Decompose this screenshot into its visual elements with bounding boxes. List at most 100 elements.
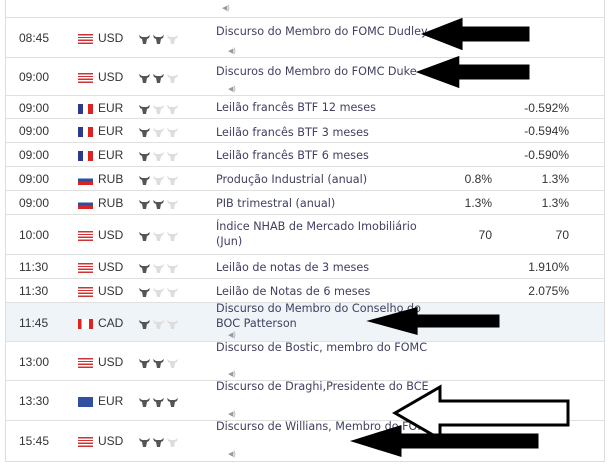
forecast-value: 1.3% xyxy=(541,172,569,186)
event-name[interactable]: Discurso do Membro do Conselho do BOC Pa… xyxy=(216,302,421,330)
bull-icon xyxy=(153,317,164,335)
bull-icon xyxy=(153,149,164,167)
currency: USD xyxy=(98,434,124,448)
currency: USD xyxy=(98,354,124,369)
flag-us-icon xyxy=(78,263,93,273)
bull-icon xyxy=(139,395,150,413)
event-time: 08:45 xyxy=(19,31,50,45)
importance-rating xyxy=(139,125,178,143)
importance-rating xyxy=(139,317,178,335)
table-row[interactable]: 13:00 USD Discurso de Bostic, membro do FO… xyxy=(6,341,604,381)
event-time: 09:00 xyxy=(19,124,50,138)
speaker-icon[interactable]: ◀) xyxy=(228,371,236,378)
flag-fr-icon xyxy=(78,127,93,137)
bull-icon xyxy=(167,197,178,215)
forecast-value: -0.594% xyxy=(524,124,569,138)
speaker-icon: ◀) xyxy=(222,5,230,12)
importance-rating xyxy=(139,102,178,120)
importance-rating xyxy=(139,71,178,89)
table-row[interactable]: 15:45 USD Discurso de Willians, Membro do … xyxy=(6,420,604,461)
bull-icon xyxy=(139,356,150,374)
bull-icon xyxy=(139,102,150,120)
forecast-value: 1.910% xyxy=(528,260,569,274)
speaker-icon[interactable]: ◀) xyxy=(228,86,236,93)
actual-value: 1.3% xyxy=(464,196,492,210)
bull-icon xyxy=(139,317,150,335)
event-name[interactable]: Discurso de Draghi,Presidente do BCE xyxy=(216,380,429,393)
forecast-value: 1.3% xyxy=(541,196,569,210)
importance-rating xyxy=(139,32,178,50)
currency: CAD xyxy=(98,315,124,330)
bull-icon xyxy=(167,356,178,374)
event-time: 15:45 xyxy=(19,434,50,448)
speaker-icon[interactable]: ◀) xyxy=(228,48,236,55)
table-row[interactable]: 11:30 USD Leilão de Notas de 6 meses 2.075% xyxy=(6,278,604,303)
bull-icon xyxy=(139,435,150,453)
bull-icon xyxy=(139,71,150,89)
bull-icon xyxy=(167,125,178,143)
event-name[interactable]: Discurso do Membro do FOMC Dudley xyxy=(216,25,428,38)
speaker-icon[interactable]: ◀) xyxy=(228,332,236,339)
event-time: 11:30 xyxy=(19,260,49,274)
table-row[interactable]: 09:00 RUB Produção Industrial (anual) 0.8% 1… xyxy=(6,166,604,191)
table-row[interactable]: 09:00 USD Discuros do Membro do FOMC Duke ◀… xyxy=(6,57,604,96)
flag-ca-icon xyxy=(78,318,93,329)
table-row[interactable]: 09:00 EUR Leilão francês BTF 12 meses -0.59… xyxy=(6,95,604,119)
speaker-icon[interactable]: ◀) xyxy=(228,451,236,458)
table-row[interactable]: 10:00 USD Índice NHAB de Mercado Imobiliár… xyxy=(6,214,604,255)
table-row[interactable]: 08:45 USD Discurso do Membro do FOMC Dudle… xyxy=(6,17,604,58)
actual-value: 70 xyxy=(478,228,492,242)
table-row[interactable]: 09:00 EUR Leilão francês BTF 3 meses -0.594… xyxy=(6,118,604,143)
bull-icon xyxy=(167,173,178,191)
bull-icon xyxy=(153,356,164,374)
forecast-value: -0.590% xyxy=(524,148,569,162)
event-time: 10:00 xyxy=(19,228,50,242)
flag-us-icon xyxy=(78,357,93,368)
currency: EUR xyxy=(98,124,124,138)
table-row[interactable]: 11:45 CAD Discurso do Membro do Conselho d… xyxy=(6,302,604,342)
event-name[interactable]: Leilão francês BTF 3 meses xyxy=(216,126,369,139)
bull-icon xyxy=(139,197,150,215)
currency: USD xyxy=(98,284,124,298)
bull-icon xyxy=(139,125,150,143)
bull-icon xyxy=(167,285,178,303)
event-name[interactable]: Leilão francês BTF 12 meses xyxy=(216,101,376,114)
table-row[interactable]: 09:00 EUR Leilão francês BTF 6 meses -0.590… xyxy=(6,142,604,167)
bull-icon xyxy=(139,149,150,167)
event-name[interactable]: PIB trimestral (anual) xyxy=(216,197,336,210)
event-name[interactable]: Discurso de Willians, Membro do FOMC xyxy=(216,420,435,433)
event-name[interactable]: Discurso de Bostic, membro do FOMC xyxy=(216,341,428,354)
economic-calendar-table: ◀) 08:45 USD Discurso do Membro do FOMC Du… xyxy=(5,0,605,462)
importance-rating xyxy=(139,356,178,374)
speaker-icon[interactable]: ◀) xyxy=(228,411,236,418)
event-name[interactable]: Leilão de notas de 3 meses xyxy=(216,261,370,274)
bull-icon xyxy=(153,197,164,215)
bull-icon xyxy=(167,261,178,279)
event-name[interactable]: Discuros do Membro do FOMC Duke xyxy=(216,65,417,78)
table-row[interactable]: 11:30 USD Leilão de notas de 3 meses 1.910% xyxy=(6,254,604,279)
forecast-value: -0.592% xyxy=(524,100,569,115)
flag-fr-icon xyxy=(78,103,93,114)
table-row[interactable]: 13:30 EUR Discurso de Draghi,Presidente do… xyxy=(6,380,604,421)
importance-rating xyxy=(139,149,178,167)
event-name[interactable]: Índice NHAB de Mercado Imobiliário (Jun) xyxy=(216,220,417,248)
event-time: 11:45 xyxy=(19,315,49,330)
currency: USD xyxy=(98,70,124,84)
flag-fr-icon xyxy=(78,151,93,161)
event-time: 13:00 xyxy=(19,354,50,369)
bull-icon xyxy=(153,285,164,303)
flag-us-icon xyxy=(78,437,93,447)
forecast-value: 2.075% xyxy=(528,284,569,298)
currency: EUR xyxy=(98,394,124,408)
currency: RUB xyxy=(98,196,124,210)
bull-icon xyxy=(167,317,178,335)
bull-icon xyxy=(139,285,150,303)
bull-icon xyxy=(153,395,164,413)
event-time: 09:00 xyxy=(19,172,50,186)
table-row[interactable]: 09:00 RUB PIB trimestral (anual) 1.3% 1.3% xyxy=(6,190,604,215)
event-name[interactable]: Leilão de Notas de 6 meses xyxy=(216,285,371,298)
event-name[interactable]: Produção Industrial (anual) xyxy=(216,173,368,186)
event-time: 11:30 xyxy=(19,284,49,298)
event-name[interactable]: Leilão francês BTF 6 meses xyxy=(216,149,369,162)
importance-rating xyxy=(139,285,178,303)
